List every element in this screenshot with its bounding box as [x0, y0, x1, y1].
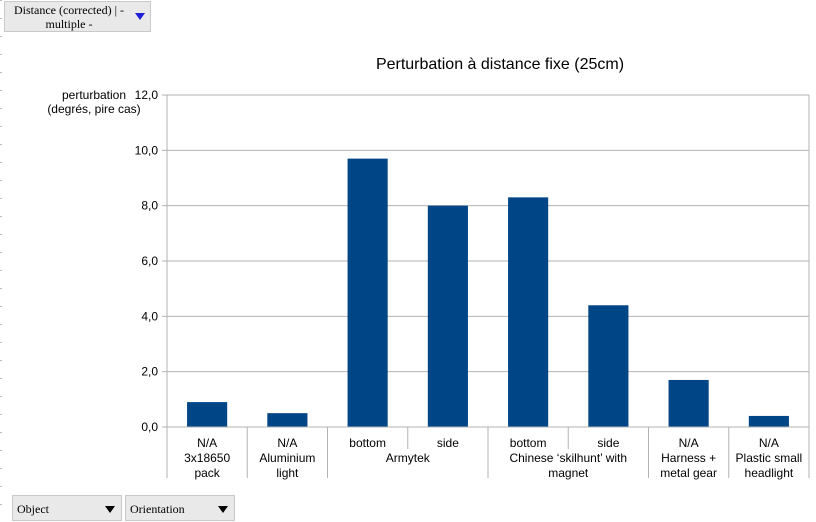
bar	[588, 305, 629, 427]
y-tick-label: 0,0	[141, 420, 158, 434]
x-group-label: light	[276, 466, 299, 480]
bar	[187, 402, 228, 427]
row-field-orientation-label: Orientation	[130, 502, 185, 516]
sheet-edge-marks	[0, 0, 2, 522]
x-group-label: metal gear	[660, 466, 717, 480]
bar	[427, 205, 468, 427]
y-tick-label: 10,0	[135, 143, 159, 157]
x-group-label: Harness +	[661, 451, 716, 465]
y-tick-label: 2,0	[141, 365, 158, 379]
x-category-label: N/A	[197, 436, 217, 450]
x-category-label: side	[437, 436, 459, 450]
page-field-filter-label-line1: Distance (corrected) | -	[13, 3, 124, 17]
y-tick-label: 12,0	[135, 88, 159, 102]
bar-chart: Perturbation à distance fixe (25cm) pert…	[47, 56, 810, 480]
x-group-label: Aluminium	[259, 451, 315, 465]
x-category-label: N/A	[759, 436, 779, 450]
page-field-filter-label-line2: multiple -	[45, 17, 93, 31]
bar	[267, 413, 308, 427]
x-group-label: Armytek	[386, 451, 431, 465]
y-axis-label-line2: (degrés, pire cas)	[47, 102, 140, 116]
x-group-label: pack	[194, 466, 220, 480]
y-tick-label: 4,0	[141, 309, 158, 323]
page-field-filter-button[interactable]: Distance (corrected) | - multiple -	[4, 1, 151, 32]
bar	[668, 379, 709, 427]
x-category-label: N/A	[679, 436, 699, 450]
bar	[508, 197, 549, 427]
y-tick-label: 8,0	[141, 199, 158, 213]
x-group-label: Plastic small	[736, 451, 803, 465]
y-axis-label-line1: perturbation	[62, 88, 126, 102]
triangle-down-icon	[105, 506, 115, 513]
row-field-orientation-button[interactable]: Orientation	[125, 495, 235, 521]
bar	[347, 158, 388, 427]
page-field-filter-label: Distance (corrected) | - multiple -	[7, 3, 131, 31]
x-category-label: N/A	[277, 436, 297, 450]
x-group-label: magnet	[548, 466, 589, 480]
row-field-object-label: Object	[17, 502, 49, 516]
triangle-down-icon	[218, 506, 228, 513]
x-group-label: 3x18650	[184, 451, 230, 465]
y-tick-label: 6,0	[141, 254, 158, 268]
triangle-down-icon	[135, 13, 145, 20]
chart-title: Perturbation à distance fixe (25cm)	[376, 56, 624, 73]
x-category-label: bottom	[349, 436, 386, 450]
row-field-object-button[interactable]: Object	[12, 495, 122, 521]
bar	[748, 415, 789, 427]
x-group-label: headlight	[745, 466, 794, 480]
x-group-label: Chinese ‘skilhunt’ with	[509, 451, 627, 465]
x-category-label: side	[597, 436, 619, 450]
x-category-label: bottom	[510, 436, 547, 450]
